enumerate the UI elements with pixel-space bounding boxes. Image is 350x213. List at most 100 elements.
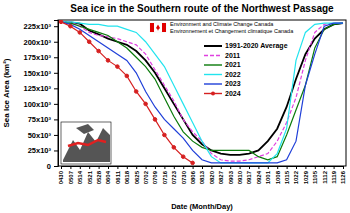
inset-land	[63, 128, 110, 162]
x-tick: 0716	[162, 166, 168, 184]
x-tick: 1126	[340, 166, 346, 184]
x-tick-label: 1008	[275, 170, 281, 184]
flag-leaf	[156, 25, 160, 32]
x-tick-mark	[258, 166, 259, 169]
x-tick: 0604	[105, 166, 111, 184]
y-tick-mark	[54, 26, 58, 27]
x-tick-mark	[127, 166, 128, 169]
y-tick: 50x10³	[28, 131, 58, 140]
x-tick-mark	[146, 166, 147, 169]
legend-swatch	[204, 55, 222, 56]
x-tick-mark	[202, 166, 203, 169]
series-marker	[59, 20, 63, 24]
x-tick: 0625	[134, 166, 140, 184]
y-tick: 75x10³	[28, 115, 58, 124]
inset-map-frame	[61, 122, 111, 164]
x-tick-mark	[211, 166, 212, 169]
x-tick: 0618	[124, 166, 130, 184]
y-tick-mark	[54, 88, 58, 89]
x-tick-label: 1015	[284, 170, 290, 184]
y-axis-title: Sea Ice Area (km²)	[2, 58, 11, 127]
x-tick: 0430	[58, 166, 64, 184]
x-tick-mark	[287, 166, 288, 169]
x-tick-label: 0702	[143, 170, 149, 184]
x-tick: 0709	[152, 166, 158, 184]
x-tick-mark	[99, 166, 100, 169]
series-marker	[78, 31, 82, 35]
y-tick-label: 200x10³	[23, 38, 51, 47]
y-tick-mark	[54, 42, 58, 43]
y-tick-mark	[54, 135, 58, 136]
logo-text: Environment and Climate Change Canada	[170, 21, 274, 27]
flag-band	[162, 23, 166, 32]
title: Sea ice in the Southern route of the Nor…	[70, 3, 334, 14]
x-tick-mark	[221, 166, 222, 169]
series-line	[61, 22, 343, 163]
y-tick-mark	[54, 57, 58, 58]
x-tick-mark	[305, 166, 306, 169]
x-tick-label: 0521	[87, 170, 93, 184]
legend-label: 2022	[225, 71, 241, 78]
x-tick-mark	[324, 166, 325, 169]
series-marker	[106, 59, 110, 63]
x-tick-mark	[89, 166, 90, 169]
plot-frame	[58, 20, 346, 166]
x-tick-label: 0528	[96, 170, 102, 184]
y-tick-label: 75x10³	[28, 115, 52, 124]
series-line	[61, 22, 193, 163]
y-tick-label: 50x10³	[28, 131, 52, 140]
logo: Environment and Climate Change CanadaEnv…	[150, 21, 294, 34]
x-tick: 0723	[171, 166, 177, 184]
series-marker	[116, 65, 120, 69]
legend-swatch	[204, 45, 222, 47]
chart: Sea ice in the Southern route of the Nor…	[0, 0, 350, 213]
x-tick: 1022	[293, 166, 299, 184]
x-tick-mark	[268, 166, 269, 169]
y-tick-label: 100x10³	[23, 100, 51, 109]
series-marker	[69, 24, 73, 28]
series-marker	[191, 161, 195, 165]
x-tick-label: 0820	[209, 170, 215, 184]
y-tick: 175x10³	[23, 53, 58, 62]
x-tick-mark	[240, 166, 241, 169]
x-tick: 1015	[284, 166, 290, 184]
x-tick: 0507	[68, 166, 74, 184]
y-axis: 025x10³50x10³75x10³100x10³125x10³150x10³…	[23, 21, 58, 171]
y-tick-label: 25x10³	[28, 146, 52, 155]
series-marker	[134, 90, 138, 94]
x-tick-label: 1112	[322, 170, 328, 183]
y-tick-mark	[54, 150, 58, 151]
y-tick-mark	[54, 73, 58, 74]
x-tick: 0806	[190, 166, 196, 184]
x-tick-label: 0716	[162, 170, 168, 184]
legend-label: 2011	[225, 52, 240, 59]
x-tick-label: 0430	[58, 170, 64, 184]
flag	[150, 23, 166, 32]
x-tick-label: 1001	[265, 170, 271, 184]
x-tick-label: 0827	[218, 170, 224, 184]
legend-label: 2024	[225, 90, 241, 97]
x-tick-label: 0730	[181, 170, 187, 184]
y-tick: 200x10³	[23, 38, 58, 47]
x-tick-mark	[80, 166, 81, 169]
flag-band	[150, 23, 154, 32]
x-tick-mark	[108, 166, 109, 169]
x-tick-label: 1105	[312, 170, 318, 184]
y-tick: 150x10³	[23, 69, 58, 78]
y-tick-label: 0	[47, 162, 51, 171]
x-tick: 0611	[115, 166, 121, 184]
x-tick: 0924	[256, 166, 262, 184]
inset-map	[61, 122, 111, 164]
x-tick-mark	[183, 166, 184, 169]
x-tick: 0528	[96, 166, 102, 184]
legend-label: 2021	[225, 61, 241, 68]
series-line	[61, 22, 343, 155]
x-tick-label: 0917	[246, 170, 252, 184]
legend-swatch	[204, 74, 222, 75]
x-tick-mark	[249, 166, 250, 169]
x-tick-label: 0910	[237, 170, 243, 184]
x-tick-label: 1022	[293, 170, 299, 184]
x-axis: 0430050705140521052806040611061806250702…	[58, 166, 346, 184]
x-tick-mark	[155, 166, 156, 169]
x-tick: 0702	[143, 166, 149, 184]
